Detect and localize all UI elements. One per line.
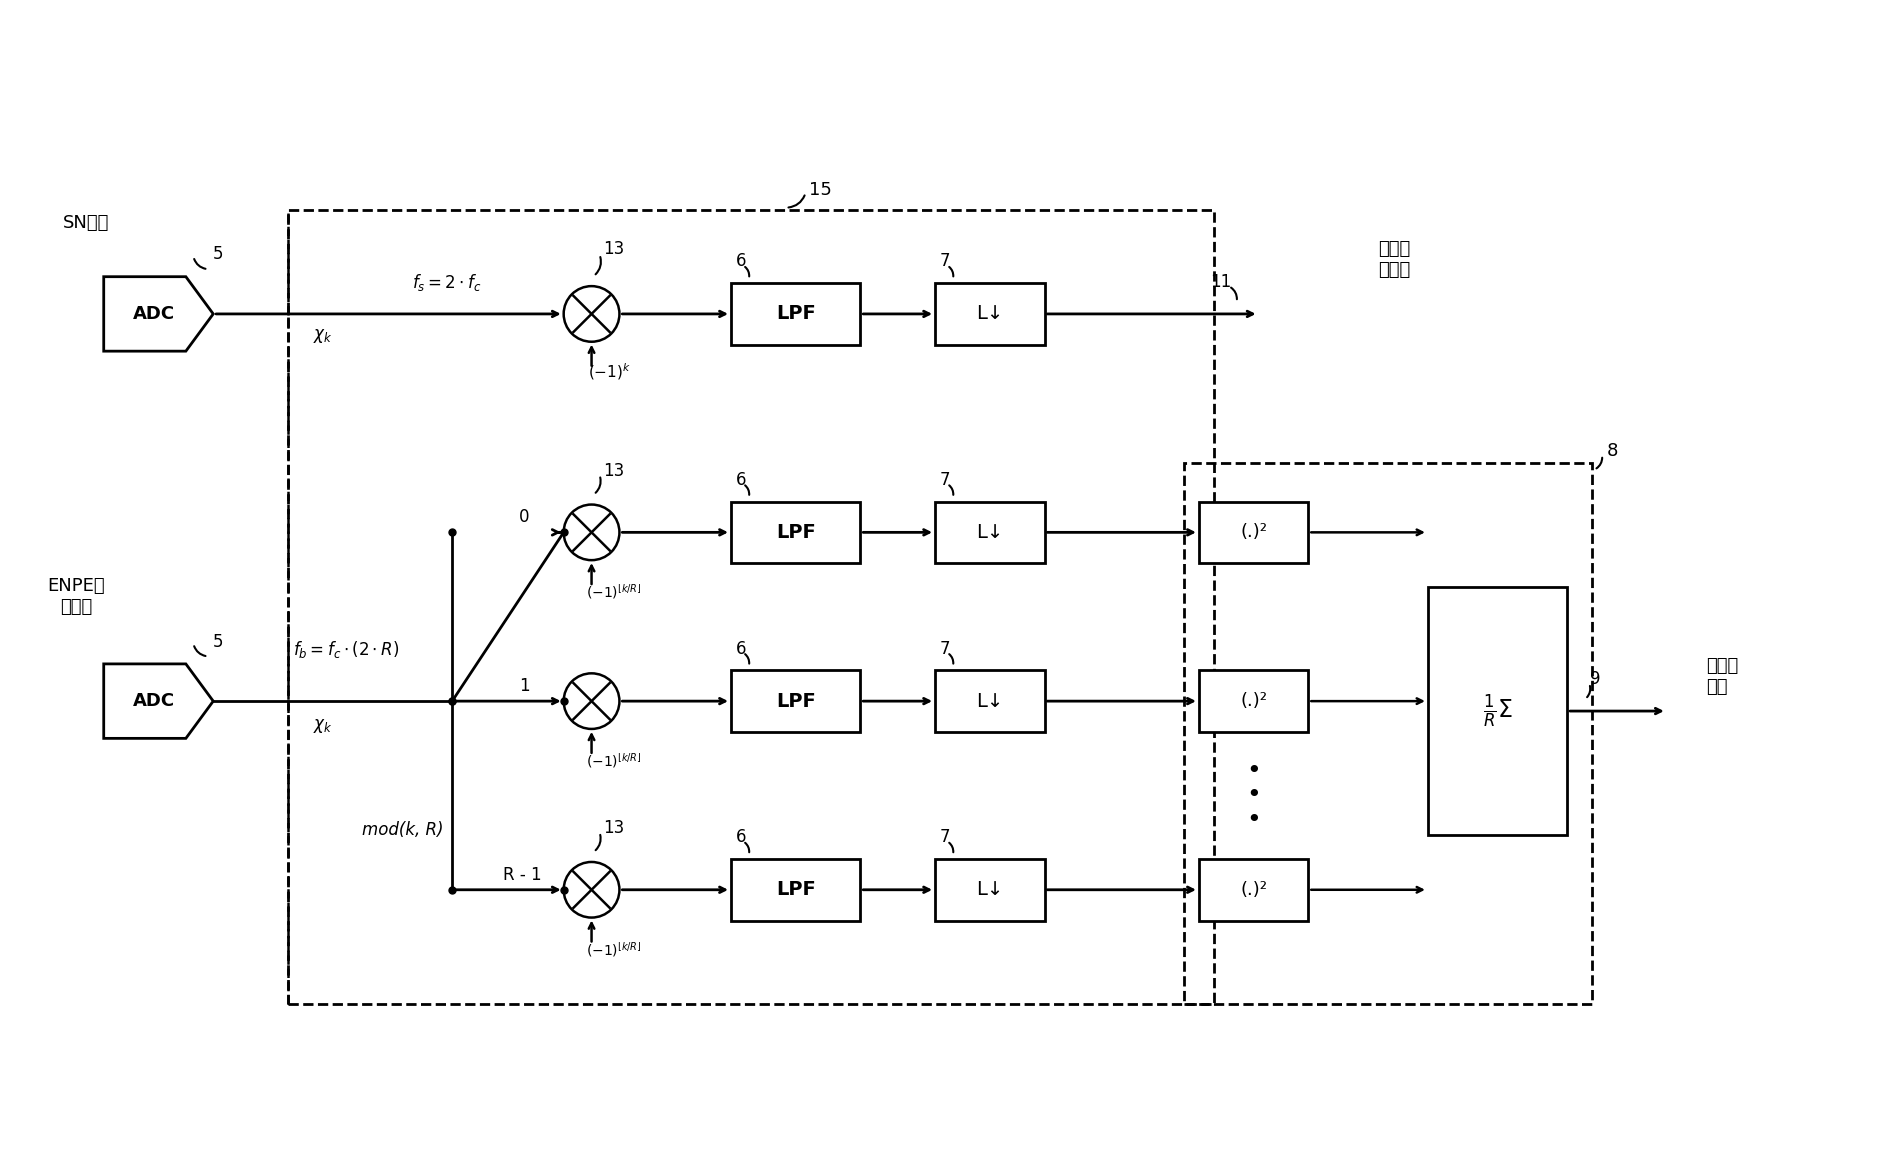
FancyBboxPatch shape	[1199, 670, 1308, 732]
Text: LPF: LPF	[776, 523, 816, 541]
Text: 到触摸
检测器: 到触摸 检测器	[1378, 239, 1410, 279]
Text: 7: 7	[940, 252, 951, 271]
Text: 0: 0	[519, 509, 530, 526]
Text: ADC: ADC	[132, 693, 175, 710]
Text: 6: 6	[735, 252, 746, 271]
Text: 6: 6	[735, 639, 746, 658]
Text: SN扫描: SN扫描	[62, 214, 109, 231]
Text: 7: 7	[940, 639, 951, 658]
Text: •: •	[1246, 809, 1261, 832]
Text: LPF: LPF	[776, 881, 816, 899]
Text: $f_b = f_c \cdot (2 \cdot R)$: $f_b = f_c \cdot (2 \cdot R)$	[293, 639, 399, 660]
Text: (.)²: (.)²	[1241, 693, 1267, 710]
Text: 5: 5	[212, 245, 224, 264]
Text: LPF: LPF	[776, 691, 816, 711]
Text: L↓: L↓	[976, 881, 1004, 899]
Text: 7: 7	[940, 829, 951, 846]
Text: 到配置
电路: 到配置 电路	[1707, 657, 1739, 696]
FancyBboxPatch shape	[1427, 587, 1568, 835]
Text: (.)²: (.)²	[1241, 881, 1267, 898]
Text: $f_s = 2 \cdot f_c$: $f_s = 2 \cdot f_c$	[412, 272, 481, 293]
Text: R - 1: R - 1	[504, 866, 541, 884]
Text: 13: 13	[603, 241, 624, 258]
Text: ADC: ADC	[132, 304, 175, 323]
Text: 1: 1	[519, 677, 530, 695]
Text: ENPE噪
声扫描: ENPE噪 声扫描	[47, 578, 105, 616]
Text: $\chi_k$: $\chi_k$	[312, 327, 333, 345]
FancyBboxPatch shape	[731, 670, 861, 732]
Text: •: •	[1246, 783, 1261, 808]
Text: $(-1)^{\lfloor k/R \rfloor}$: $(-1)^{\lfloor k/R \rfloor}$	[585, 582, 641, 602]
Polygon shape	[103, 277, 212, 351]
Text: $\chi_k$: $\chi_k$	[312, 717, 333, 734]
FancyBboxPatch shape	[934, 284, 1045, 345]
Text: L↓: L↓	[976, 304, 1004, 323]
FancyBboxPatch shape	[731, 502, 861, 564]
Text: LPF: LPF	[776, 304, 816, 323]
Text: 9: 9	[1590, 670, 1600, 688]
Text: 6: 6	[735, 471, 746, 489]
Text: $(-1)^k$: $(-1)^k$	[588, 361, 632, 382]
Text: L↓: L↓	[976, 523, 1004, 541]
FancyBboxPatch shape	[934, 670, 1045, 732]
Text: 6: 6	[735, 829, 746, 846]
FancyBboxPatch shape	[731, 284, 861, 345]
Polygon shape	[103, 664, 212, 738]
Text: 13: 13	[603, 819, 624, 837]
Text: 7: 7	[940, 471, 951, 489]
Text: •: •	[1246, 759, 1261, 783]
Text: $(-1)^{\lfloor k/R \rfloor}$: $(-1)^{\lfloor k/R \rfloor}$	[585, 940, 641, 959]
FancyBboxPatch shape	[1199, 502, 1308, 564]
Text: $\frac{1}{R}\Sigma$: $\frac{1}{R}\Sigma$	[1483, 693, 1513, 730]
FancyBboxPatch shape	[934, 502, 1045, 564]
FancyBboxPatch shape	[1199, 859, 1308, 920]
FancyBboxPatch shape	[731, 859, 861, 920]
Text: $(-1)^{\lfloor k/R \rfloor}$: $(-1)^{\lfloor k/R \rfloor}$	[585, 752, 641, 770]
Text: 5: 5	[212, 632, 224, 651]
Text: 13: 13	[603, 461, 624, 480]
FancyBboxPatch shape	[934, 859, 1045, 920]
Text: 8: 8	[1607, 442, 1619, 460]
Text: mod(k, R): mod(k, R)	[361, 822, 444, 839]
Text: 11: 11	[1211, 273, 1231, 292]
Text: L↓: L↓	[976, 691, 1004, 711]
Text: 15: 15	[808, 181, 833, 199]
Text: (.)²: (.)²	[1241, 523, 1267, 541]
